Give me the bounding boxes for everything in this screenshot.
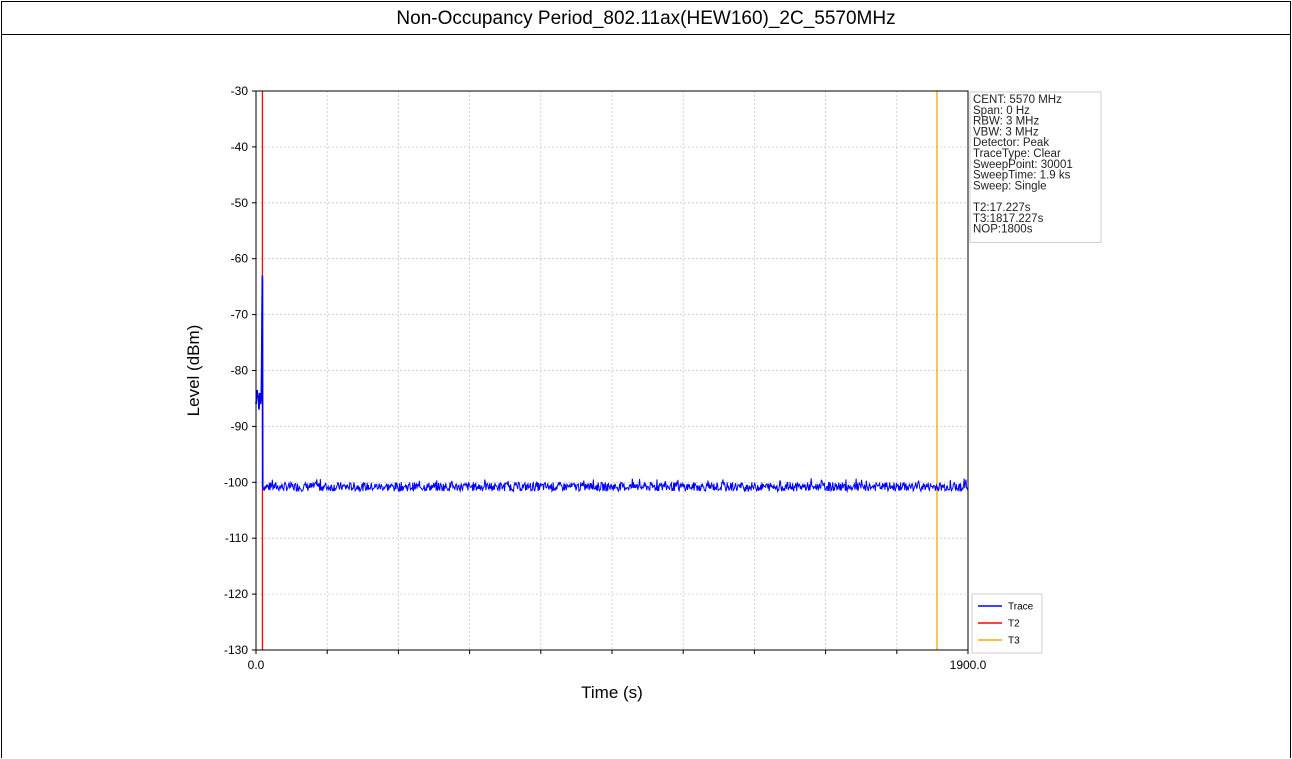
y-tick-label: -40	[231, 140, 249, 154]
y-tick-label: -120	[224, 587, 248, 601]
legend-label: T3	[1008, 636, 1020, 647]
info-line: VBW: 3 MHz	[973, 126, 1039, 138]
info-box-frame	[969, 91, 1102, 243]
info-line: Detector: Peak	[973, 137, 1049, 149]
y-tick-label: -80	[231, 364, 249, 378]
y-tick-label: -130	[224, 643, 248, 657]
trace-series	[255, 275, 969, 494]
trace-line-initial	[255, 275, 264, 488]
x-axis-label: Time (s)	[581, 683, 643, 702]
info-line: T3:1817.227s	[973, 213, 1044, 225]
legend-label: T2	[1008, 619, 1020, 630]
info-line: RBW: 3 MHz	[973, 116, 1039, 128]
info-line: CENT: 5570 MHz	[973, 94, 1062, 106]
y-tick-label: -100	[224, 475, 248, 489]
info-line: TraceType: Clear	[973, 148, 1061, 160]
x-tick-label: 1900.0	[950, 658, 987, 672]
info-line: SweepTime: 1.9 ks	[973, 170, 1071, 182]
y-tick-label: -60	[231, 252, 249, 266]
legend-label: Trace	[1008, 602, 1034, 613]
y-tick-label: -90	[231, 419, 249, 433]
trace-line-noise	[262, 478, 969, 494]
info-line: T2:17.227s	[973, 202, 1031, 214]
x-tick-label: 0.0	[248, 658, 265, 672]
y-tick-label: -30	[231, 84, 249, 98]
info-line: Sweep: Single	[973, 180, 1047, 192]
y-axis-label: Level (dBm)	[184, 325, 203, 417]
y-tick-label: -110	[225, 531, 248, 545]
y-tick-label: -50	[231, 196, 249, 210]
y-tick-label: -70	[231, 308, 249, 322]
info-line: SweepPoint: 30001	[973, 159, 1073, 171]
info-line: NOP:1800s	[973, 224, 1033, 236]
legend: Trace T2 T3	[971, 593, 1043, 654]
marker-lines	[261, 91, 938, 650]
grid-lines	[256, 90, 968, 651]
info-line: Span: 0 Hz	[973, 105, 1030, 117]
axis-ticks: -30 -40 -50 -60 -70 -80 -90 -100 -110 -120 -1300.0…	[224, 84, 987, 672]
page-title: Non-Occupancy Period_802.11ax(HEW160)_2C…	[2, 2, 1290, 35]
